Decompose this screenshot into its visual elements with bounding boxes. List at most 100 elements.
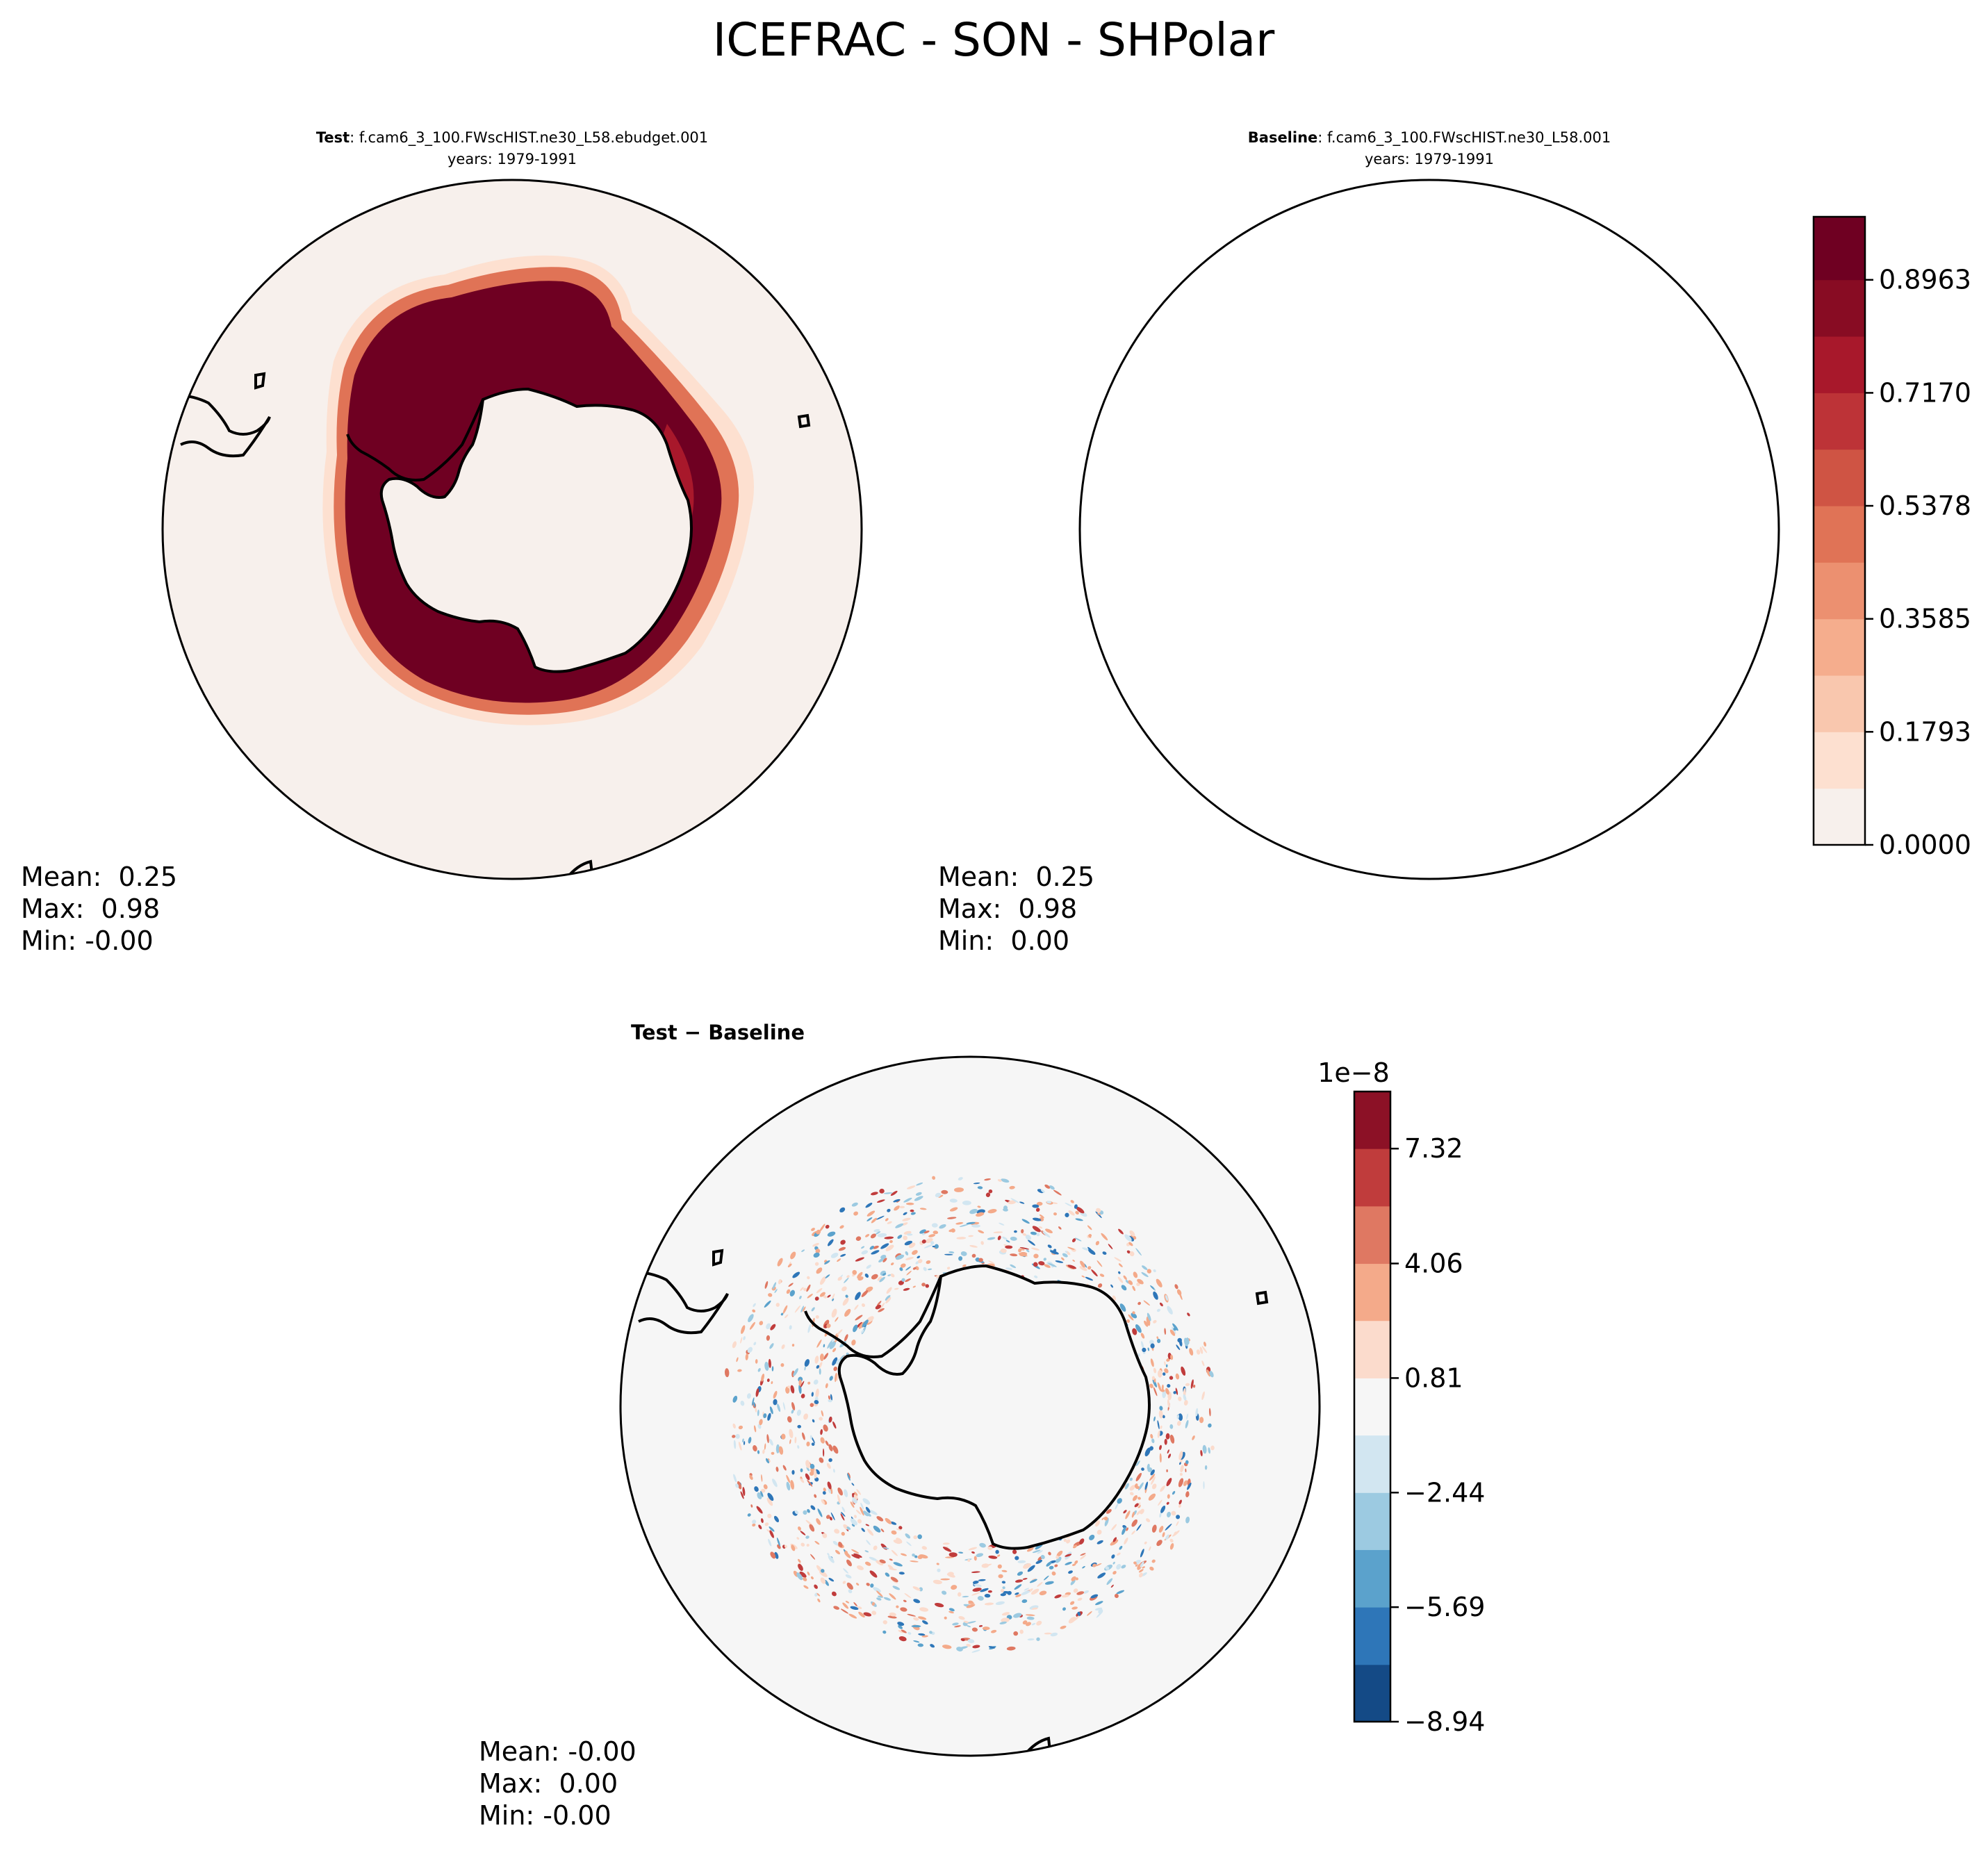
difference-speckle: [1137, 1353, 1140, 1357]
difference-speckle: [842, 1581, 846, 1584]
difference-speckle: [790, 1251, 796, 1260]
panel-baseline-boundary: [1078, 179, 1780, 880]
difference-speckle: [1010, 1236, 1017, 1241]
difference-speckle: [871, 1217, 878, 1224]
difference-speckle: [828, 1555, 835, 1563]
difference-speckle: [1061, 1594, 1069, 1598]
difference-speckle: [832, 1445, 839, 1454]
difference-speckle: [1112, 1561, 1115, 1565]
difference-speckle: [797, 1424, 801, 1428]
difference-speckle: [894, 1205, 900, 1211]
panel-difference-title: Test − Baseline: [631, 1021, 805, 1044]
difference-speckle: [1178, 1339, 1183, 1346]
difference-speckle: [1036, 1637, 1040, 1641]
difference-speckle: [880, 1255, 887, 1260]
difference-speckle: [863, 1612, 872, 1617]
difference-speckle: [828, 1395, 830, 1400]
difference-speckle: [948, 1611, 954, 1614]
difference-speckle: [1053, 1212, 1057, 1216]
difference-speckle: [903, 1235, 907, 1240]
difference-speckle: [1048, 1262, 1057, 1267]
difference-speckle: [1186, 1413, 1188, 1420]
difference-speckle: [1124, 1234, 1132, 1242]
difference-speckle: [907, 1631, 912, 1635]
difference-speckle: [1178, 1413, 1183, 1421]
colorbar-difference-swatch: [1354, 1435, 1390, 1493]
difference-speckle: [1142, 1351, 1146, 1354]
difference-speckle: [987, 1209, 997, 1214]
difference-speckle: [837, 1494, 841, 1504]
difference-speckle: [784, 1314, 789, 1319]
difference-speckle: [819, 1457, 824, 1463]
difference-speckle: [869, 1556, 878, 1561]
difference-speckle: [841, 1286, 847, 1292]
difference-speckle: [972, 1645, 980, 1649]
difference-speckle: [882, 1630, 887, 1634]
difference-speckle: [828, 1488, 831, 1494]
difference-speckle: [919, 1607, 929, 1612]
difference-speckle: [1129, 1251, 1135, 1257]
difference-speckle: [1074, 1560, 1078, 1565]
difference-speckle: [1032, 1226, 1041, 1233]
difference-speckle: [972, 1588, 982, 1592]
difference-speckle: [745, 1353, 748, 1360]
difference-speckle: [827, 1481, 832, 1490]
difference-speckle: [905, 1278, 911, 1283]
difference-speckle: [765, 1458, 770, 1464]
difference-speckle: [1150, 1285, 1155, 1290]
difference-speckle: [1160, 1505, 1166, 1513]
difference-speckle: [1140, 1508, 1144, 1515]
difference-speckle: [732, 1395, 738, 1403]
difference-speckle: [1087, 1266, 1092, 1270]
difference-speckle: [1158, 1369, 1163, 1378]
difference-speckle: [1025, 1614, 1035, 1616]
difference-speckle: [780, 1363, 784, 1367]
difference-speckle: [939, 1224, 946, 1229]
difference-speckle: [1009, 1185, 1015, 1189]
difference-speckle: [912, 1586, 921, 1591]
colorbar-icefrac-swatch: [1814, 336, 1865, 393]
panel-difference-boundary: [619, 1055, 1321, 1757]
difference-speckle: [1183, 1480, 1188, 1486]
difference-speckle: [865, 1524, 870, 1526]
difference-speckle: [942, 1547, 952, 1552]
difference-speckle: [976, 1212, 985, 1217]
difference-speckle: [876, 1301, 882, 1306]
difference-speckle: [1116, 1590, 1125, 1595]
difference-speckle: [971, 1253, 976, 1258]
difference-speckle: [971, 1551, 975, 1554]
difference-speckle: [829, 1376, 833, 1381]
panel-test-antarctica: [379, 387, 693, 673]
difference-speckle: [1169, 1538, 1174, 1543]
difference-speckle: [882, 1547, 889, 1549]
difference-speckle: [1185, 1383, 1190, 1387]
difference-speckle: [815, 1315, 819, 1319]
difference-speckle: [865, 1506, 871, 1513]
difference-speckle: [1079, 1266, 1087, 1271]
difference-speckle: [840, 1253, 846, 1257]
difference-speckle: [1166, 1501, 1169, 1505]
difference-speckle: [1075, 1577, 1078, 1581]
difference-speckle: [854, 1491, 858, 1496]
colorbar-icefrac-tick-label: 0.5378: [1879, 491, 1971, 521]
difference-speckle: [928, 1234, 936, 1237]
difference-speckle: [1183, 1337, 1189, 1346]
difference-speckle: [921, 1240, 926, 1244]
difference-speckle: [1026, 1616, 1035, 1620]
difference-speckle: [1095, 1563, 1102, 1567]
difference-speckle: [837, 1487, 843, 1496]
colorbar-icefrac-swatch: [1814, 449, 1865, 507]
difference-speckle: [1124, 1537, 1128, 1545]
difference-speckle: [1096, 1611, 1103, 1618]
difference-speckle: [752, 1520, 757, 1524]
difference-speckle: [796, 1409, 801, 1416]
difference-speckle: [750, 1504, 753, 1508]
difference-speckle: [1111, 1554, 1115, 1559]
difference-speckle: [796, 1537, 800, 1540]
panel-test-min: Min: -0.00: [21, 925, 154, 956]
difference-speckle: [1125, 1280, 1130, 1284]
difference-speckle: [829, 1517, 832, 1521]
difference-speckle: [871, 1250, 880, 1255]
difference-speckle: [1167, 1453, 1172, 1458]
difference-speckle: [1147, 1269, 1151, 1274]
